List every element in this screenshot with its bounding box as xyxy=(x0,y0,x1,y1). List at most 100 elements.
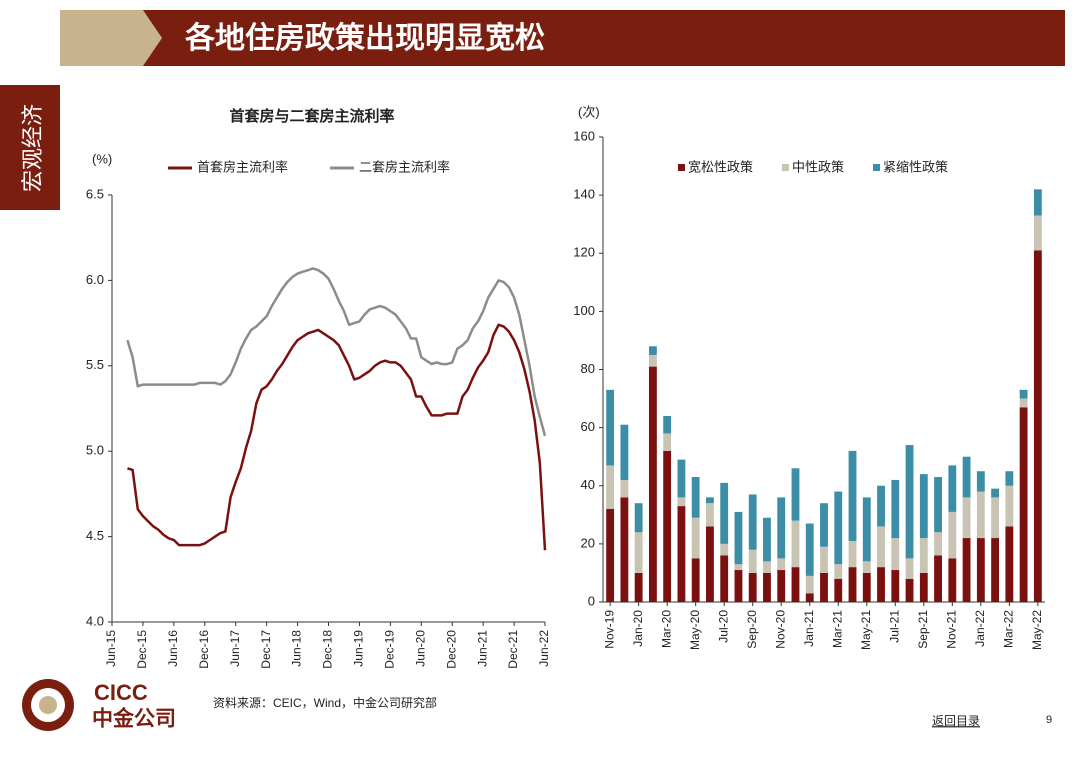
bar-segment xyxy=(848,450,857,541)
bar-segment xyxy=(748,572,757,602)
bar-segment xyxy=(991,497,1000,539)
bar-segment xyxy=(677,497,686,507)
bar-segment xyxy=(848,567,857,602)
legend-label: 中性政策 xyxy=(792,159,844,174)
bar-segment xyxy=(706,497,714,504)
bar-segment xyxy=(777,570,786,602)
bar-segment xyxy=(691,558,700,602)
bar-segment xyxy=(877,567,885,602)
slide-title: 各地住房政策出现明显宽松 xyxy=(184,21,545,55)
bar-segment xyxy=(1033,189,1042,216)
header-arrow xyxy=(60,10,166,66)
bar-segment xyxy=(862,572,871,602)
bar-segment xyxy=(606,389,615,466)
back-link[interactable]: 返回目录 xyxy=(932,714,980,728)
x-tick-label: Jan-20 xyxy=(631,610,645,647)
bar-segment xyxy=(976,471,985,492)
x-tick-label: Nov-19 xyxy=(602,610,616,649)
x-tick-label: Sep-20 xyxy=(745,610,759,649)
bar-segment xyxy=(763,517,771,562)
bar-segment xyxy=(777,497,786,559)
y-tick-label: 140 xyxy=(573,187,595,202)
bar-segment xyxy=(1019,398,1028,408)
bar-segment xyxy=(976,491,985,539)
bar-segment xyxy=(991,538,1000,602)
bar-segment xyxy=(805,593,814,602)
bar-segment xyxy=(805,575,814,594)
bar-segment xyxy=(720,482,729,544)
x-tick-label: Dec-17 xyxy=(259,630,273,669)
page-number: 9 xyxy=(1046,714,1052,726)
bar-segment xyxy=(834,491,843,565)
source-note: 资料来源：CEIC，Wind，中金公司研究部 xyxy=(213,695,437,710)
bar-segment xyxy=(877,526,885,568)
x-tick-label: Nov-20 xyxy=(773,610,787,649)
x-tick-label: Jun-18 xyxy=(290,630,304,667)
bar-segment xyxy=(634,572,643,602)
x-tick-label: Jun-16 xyxy=(166,630,180,667)
bar-segment xyxy=(1005,471,1014,486)
bar-segment xyxy=(634,532,643,573)
bar-segment xyxy=(677,459,686,498)
bar-segment xyxy=(948,558,957,602)
y-axis-label: (次) xyxy=(578,104,600,119)
bar-segment xyxy=(648,354,657,367)
x-tick-label: Jun-21 xyxy=(475,630,489,667)
bar-segment xyxy=(1019,389,1028,399)
y-tick-label: 0 xyxy=(588,593,595,608)
y-tick-label: 160 xyxy=(573,128,595,143)
bar-segment xyxy=(848,540,857,568)
y-tick-label: 4.5 xyxy=(86,528,104,543)
x-tick-label: Jun-15 xyxy=(104,630,118,667)
y-tick-label: 60 xyxy=(581,419,595,434)
bar-segment xyxy=(805,523,814,576)
x-tick-label: Mar-22 xyxy=(1002,610,1016,648)
bar-segment xyxy=(891,538,900,571)
x-tick-label: Dec-15 xyxy=(135,630,149,669)
bar-segment xyxy=(891,479,900,539)
x-tick-label: May-20 xyxy=(688,610,702,650)
y-tick-label: 5.0 xyxy=(86,443,104,458)
x-tick-label: Nov-21 xyxy=(944,610,958,649)
bar-segment xyxy=(834,578,843,602)
chart-title: 首套房与二套房主流利率 xyxy=(229,107,394,125)
bar-segment xyxy=(948,511,957,559)
bar-segment xyxy=(934,555,942,602)
x-tick-label: Dec-20 xyxy=(444,630,458,669)
y-tick-label: 5.5 xyxy=(86,357,104,372)
x-tick-label: Mar-20 xyxy=(659,610,673,648)
bar-segment xyxy=(1005,485,1014,527)
bar-segment xyxy=(905,578,914,602)
data-line xyxy=(126,267,547,437)
legend-label: 二套房主流利率 xyxy=(359,159,450,174)
bar-segment xyxy=(763,572,771,602)
bar-segment xyxy=(606,509,615,602)
side-tab xyxy=(0,85,60,210)
side-tab-label: 宏观经济 xyxy=(20,104,45,192)
bar-segment xyxy=(648,366,657,602)
bar-segment xyxy=(791,520,800,568)
header-banner xyxy=(143,10,1065,66)
bar-segment xyxy=(820,572,828,602)
bar-segment xyxy=(820,546,828,573)
logo-core xyxy=(39,696,57,714)
bar-segment xyxy=(634,503,643,533)
x-tick-label: Jun-17 xyxy=(228,630,242,667)
bar-segment xyxy=(620,424,629,480)
data-line xyxy=(127,323,547,551)
bar-segment xyxy=(877,485,885,527)
bar-segment xyxy=(934,532,942,556)
x-tick-label: Jan-22 xyxy=(973,610,987,647)
x-tick-label: Jun-19 xyxy=(352,630,366,667)
bar-segment xyxy=(777,558,786,571)
bar-segment xyxy=(834,564,843,579)
y-tick-label: 6.5 xyxy=(86,186,104,201)
bar-segment xyxy=(991,488,1000,498)
bar-segment xyxy=(691,477,700,518)
y-tick-label: 4.0 xyxy=(86,613,104,628)
bar-segment xyxy=(663,416,672,434)
bar-segment xyxy=(748,494,757,550)
legend-label: 紧缩性政策 xyxy=(883,159,948,174)
x-tick-label: Jul-20 xyxy=(716,610,730,643)
bar-segment xyxy=(962,456,971,498)
